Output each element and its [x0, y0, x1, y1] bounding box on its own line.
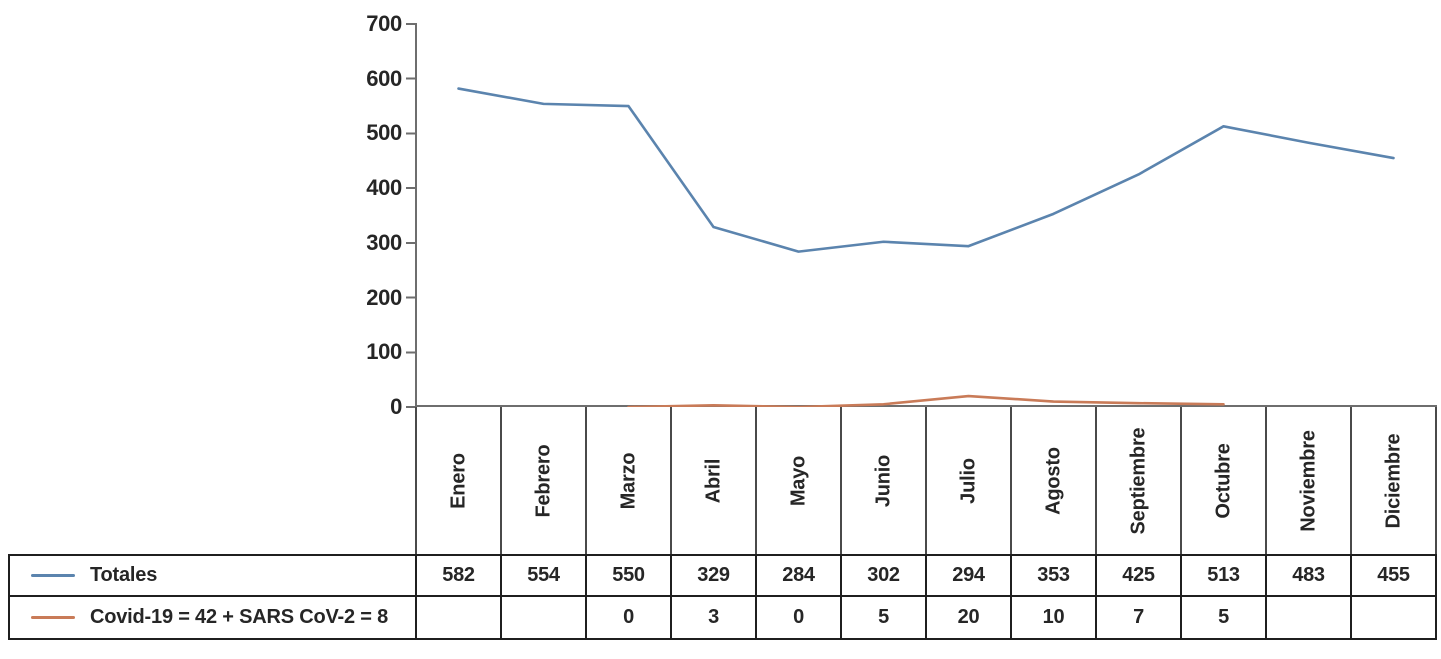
value-cell: 294: [927, 556, 1012, 595]
value-cell: 10: [1012, 597, 1097, 638]
value-cell: 0: [757, 597, 842, 638]
value-cell: 302: [842, 556, 927, 595]
data-table: Totales 582 554 550 329 284 302 294 353 425 513 48…: [8, 554, 1437, 640]
y-axis-tick-label: 600: [366, 65, 402, 91]
y-axis-tick-label: 400: [366, 175, 402, 201]
value-cell: [1267, 597, 1352, 638]
month-header-cell: Mayo: [757, 407, 842, 554]
month-header-cell: Marzo: [587, 407, 672, 554]
month-header-cell: Noviembre: [1267, 407, 1352, 554]
value-cell: 513: [1182, 556, 1267, 595]
month-header-cell: Junio: [842, 407, 927, 554]
month-header-label: Octubre: [1212, 442, 1234, 519]
month-header-label: Julio: [957, 457, 979, 504]
value-cell: 5: [842, 597, 927, 638]
legend-cell-covid: Covid-19 = 42 + SARS CoV-2 = 8: [10, 597, 417, 638]
value-cell: 7: [1097, 597, 1182, 638]
y-axis-tick-label: 200: [366, 284, 402, 310]
value-cell: 550: [587, 556, 672, 595]
y-axis-tick-label: 500: [366, 120, 402, 146]
month-header-cell: Abril: [672, 407, 757, 554]
month-header-label: Diciembre: [1382, 433, 1404, 528]
month-header-cell: Octubre: [1182, 407, 1267, 554]
month-header-cell: Enero: [417, 407, 502, 554]
month-header-label: Marzo: [617, 452, 639, 509]
month-header-cell: Julio: [927, 407, 1012, 554]
y-axis-tick-label: 0: [390, 394, 402, 419]
value-cell: 455: [1377, 564, 1410, 586]
covid-legend-label: Covid-19 = 42 + SARS CoV-2 = 8: [90, 606, 389, 628]
value-cell: 20: [927, 597, 1012, 638]
value-cell: 284: [757, 556, 842, 595]
y-axis: 0 100 200 300 400 500 600 700: [330, 0, 402, 420]
month-header-label: Abril: [702, 458, 724, 503]
y-axis-tick-label: 300: [366, 229, 402, 255]
totales-values-row: 582 554 550 329 284 302 294 353 425 513 483 455: [417, 556, 1435, 595]
value-cell: 329: [672, 556, 757, 595]
value-cell: 0: [587, 597, 672, 638]
value-cell: [417, 597, 502, 638]
month-header-label: Agosto: [1042, 446, 1064, 515]
table-row-totales: Totales 582 554 550 329 284 302 294 353 425 513 48…: [10, 556, 1435, 597]
value-cell: 5: [1182, 597, 1267, 638]
month-header-label: Febrero: [532, 443, 554, 518]
month-header-label: Enero: [447, 452, 469, 509]
table-row-covid: Covid-19 = 42 + SARS CoV-2 = 8 0 3 0 5 20 10 7…: [10, 597, 1435, 638]
month-header-cell: Febrero: [502, 407, 587, 554]
value-cell: 582: [417, 556, 502, 595]
legend-cell-totales: Totales: [10, 556, 417, 595]
month-header-cell: Agosto: [1012, 407, 1097, 554]
month-header-label: Junio: [872, 454, 894, 507]
covid-line-legend-marker-icon: [31, 616, 75, 619]
series-line-totales: [457, 87, 1395, 253]
series-line-covid: [627, 394, 1225, 409]
month-header-cell: Diciembre: [1352, 407, 1437, 554]
month-header-label: Septiembre: [1127, 427, 1149, 534]
totales-line-legend-marker-icon: [31, 574, 75, 577]
y-axis-tick-label: 100: [366, 339, 402, 365]
month-header-label: Noviembre: [1297, 429, 1319, 532]
value-cell: [502, 597, 587, 638]
value-cell: 483: [1267, 556, 1352, 595]
value-cell: 3: [672, 597, 757, 638]
value-cell: 554: [502, 556, 587, 595]
covid-values-row: 0 3 0 5 20 10 7 5: [417, 597, 1435, 638]
value-cell: 425: [1097, 556, 1182, 595]
totales-legend-label: Totales: [90, 564, 158, 586]
value-cell: [1352, 597, 1435, 638]
month-header-row: Enero Febrero Marzo Abril Mayo Junio Julio Agos…: [415, 407, 1439, 554]
month-header-cell: Septiembre: [1097, 407, 1182, 554]
value-cell: 353: [1012, 556, 1097, 595]
month-header-label: Mayo: [787, 455, 809, 506]
y-axis-tick-label: 700: [366, 11, 402, 36]
